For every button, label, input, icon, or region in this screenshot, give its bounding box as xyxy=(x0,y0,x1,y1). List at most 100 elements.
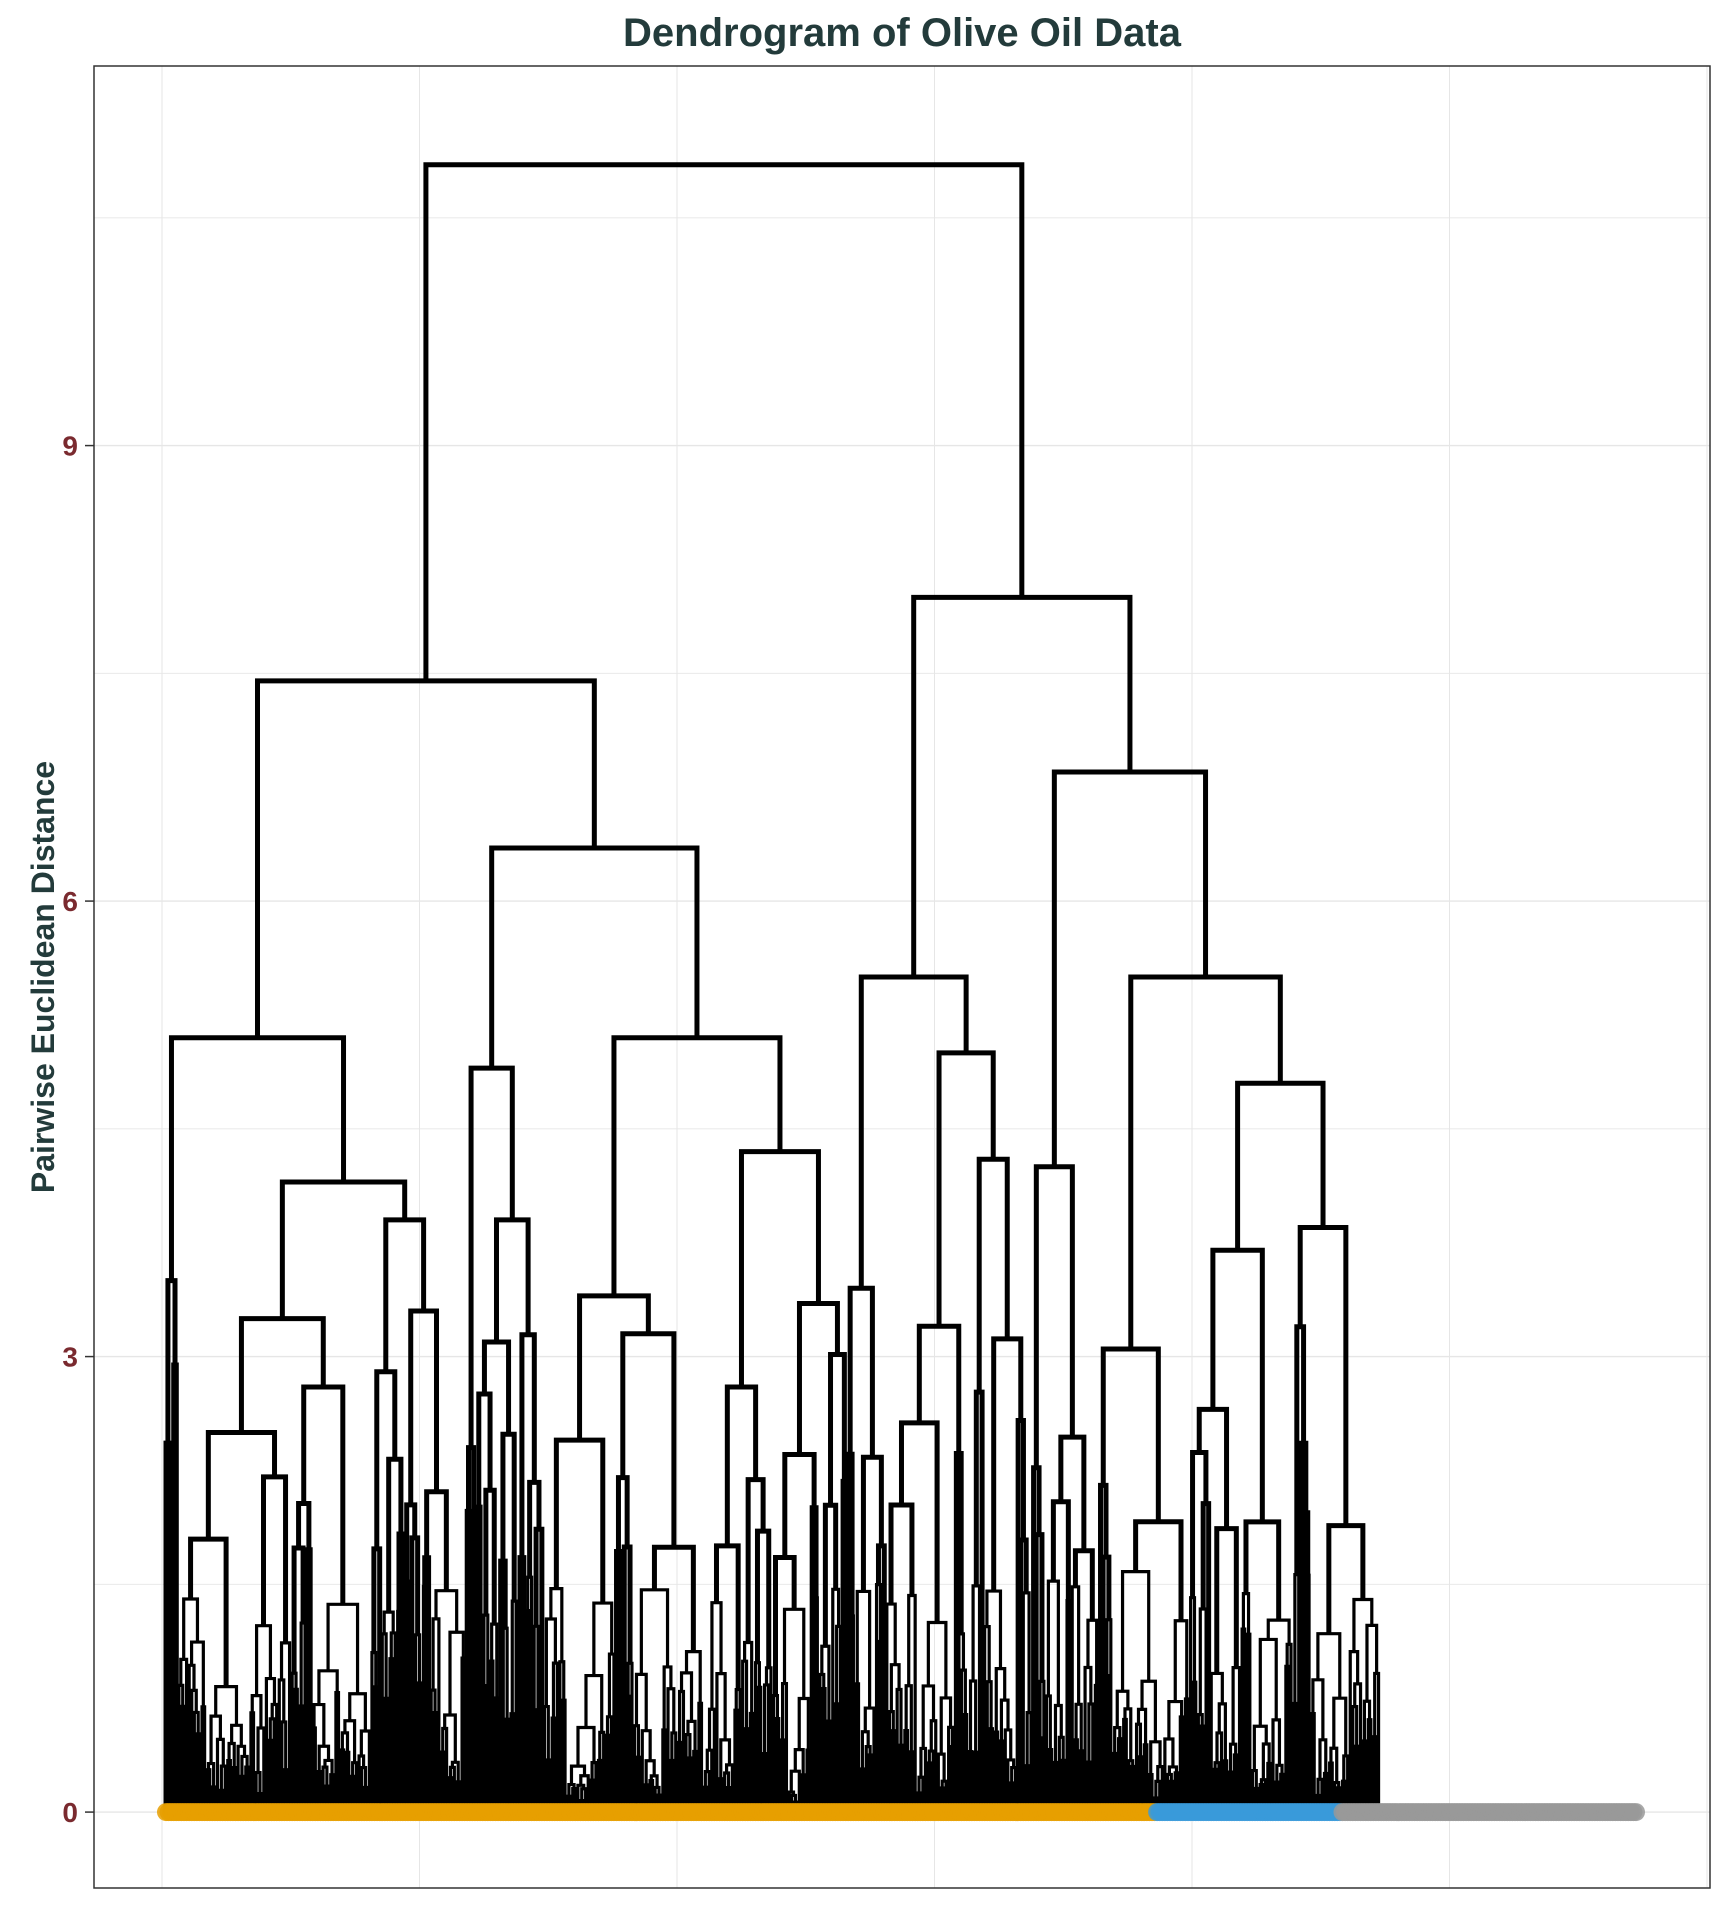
dendrogram-branch xyxy=(1199,1724,1206,1813)
dendrogram-branch xyxy=(422,1555,432,1813)
dendrogram-branch xyxy=(569,1764,587,1785)
dendrogram-branch xyxy=(1006,1758,1016,1813)
dendrogram-branch xyxy=(1342,1754,1350,1813)
dendrogram-branch xyxy=(774,1716,781,1813)
dendrogram-branch xyxy=(416,1681,423,1813)
dendrogram-branch xyxy=(887,1710,895,1813)
dendrogram-branch xyxy=(971,1584,982,1813)
dendrogram-branch xyxy=(177,1683,185,1813)
dendrogram-branch xyxy=(340,1731,350,1753)
dendrogram-branch xyxy=(927,1749,935,1813)
dendrogram-branch xyxy=(524,1609,531,1813)
leaf-point xyxy=(1627,1803,1645,1822)
dendrogram-branch xyxy=(1326,1523,1366,1634)
dendrogram-branch xyxy=(670,1731,678,1813)
dendrogram-branch xyxy=(239,1774,245,1813)
dendrogram-branch xyxy=(813,1596,819,1813)
dendrogram-branch xyxy=(936,1050,996,1327)
dendrogram-branch xyxy=(1373,1671,1381,1813)
dendrogram-branch xyxy=(476,1391,493,1508)
y-tick-label: 6 xyxy=(62,886,78,917)
dendrogram-branch xyxy=(517,1613,523,1813)
dendrogram-branch xyxy=(1191,1680,1198,1813)
dendrogram-branch xyxy=(991,1336,1024,1592)
dendrogram-branch xyxy=(666,1687,676,1813)
dendrogram-branch xyxy=(607,1652,616,1813)
tree-layer xyxy=(163,162,1381,1813)
dendrogram-branch xyxy=(339,1748,346,1813)
dendrogram-branch xyxy=(908,1750,915,1813)
dendrogram-branch xyxy=(1078,1749,1085,1813)
axis-layer: 0 3 6 9 xyxy=(62,431,94,1828)
y-tick-label: 0 xyxy=(62,1797,78,1828)
dendrogram-branch xyxy=(676,1740,683,1813)
dendrogram-branch xyxy=(549,1587,564,1662)
dendrogram-branch xyxy=(1209,1671,1224,1813)
dendrogram-branch xyxy=(968,1679,978,1753)
dendrogram-branch xyxy=(576,1783,586,1813)
dendrogram-branch xyxy=(447,1776,454,1813)
dendrogram-branch xyxy=(789,1769,801,1813)
dendrogram-branch xyxy=(662,1665,673,1730)
dendrogram-branch xyxy=(519,1332,537,1558)
dendrogram-branch xyxy=(1018,1537,1029,1813)
dendrogram-branch xyxy=(470,1588,477,1813)
dendrogram-branch xyxy=(481,1339,512,1435)
dendrogram-branch xyxy=(782,1607,806,1699)
dendrogram-branch xyxy=(1213,1761,1221,1813)
dendrogram-branch xyxy=(1142,1743,1149,1813)
dendrogram-branch xyxy=(589,1778,595,1813)
dendrogram-branch xyxy=(1147,1773,1154,1813)
dendrogram-branch xyxy=(254,1770,262,1813)
dendrogram-branch xyxy=(764,1666,773,1813)
dendrogram-branch xyxy=(1311,1678,1325,1740)
dendrogram-branch xyxy=(1222,1759,1229,1813)
dendrogram-branch xyxy=(182,1597,200,1660)
dendrogram-branch xyxy=(1366,1718,1373,1813)
dendrogram-branch xyxy=(787,1790,796,1813)
dendrogram-branch xyxy=(1301,1510,1311,1813)
dendrogram-branch xyxy=(1031,1465,1042,1813)
dendrogram-branch xyxy=(605,1715,613,1813)
dendrogram-branch xyxy=(772,1555,797,1696)
dendrogram-branch xyxy=(1115,1689,1130,1728)
dendrogram-branch xyxy=(504,1717,510,1813)
dendrogram-branch xyxy=(1228,1742,1238,1773)
dendrogram-branch xyxy=(1284,1664,1291,1813)
dendrogram-branch xyxy=(890,1729,897,1813)
dendrogram-branch xyxy=(372,1685,379,1813)
dendrogram-branch xyxy=(374,1369,398,1549)
dendrogram-branch xyxy=(686,1719,697,1752)
dendrogram-branch xyxy=(826,1719,832,1813)
dendrogram-branch xyxy=(290,1671,298,1813)
dendrogram-branch xyxy=(296,1501,312,1550)
dendrogram-branch xyxy=(1231,1666,1242,1813)
dendrogram-branch xyxy=(644,1759,656,1785)
dendrogram-branch xyxy=(460,1656,467,1813)
dendrogram-branch xyxy=(535,1708,541,1813)
dendrogram-branch xyxy=(371,1546,383,1813)
dendrogram-branch xyxy=(1037,1736,1043,1813)
dendrogram-branch xyxy=(1371,1735,1378,1813)
dendrogram-branch xyxy=(1340,1779,1347,1813)
dendrogram-branch xyxy=(840,1478,849,1813)
dendrogram-branch xyxy=(316,1770,323,1813)
dendrogram-branch xyxy=(1261,1742,1271,1780)
dendrogram-branch xyxy=(179,1657,189,1813)
dendrogram-branch xyxy=(533,1526,545,1813)
dendrogram-branch xyxy=(822,1502,839,1647)
dendrogram-branch xyxy=(489,845,700,1069)
dendrogram-branch xyxy=(1047,1747,1054,1813)
dendrogram-branch xyxy=(877,1639,884,1813)
dendrogram-branch xyxy=(1322,1771,1329,1813)
dendrogram-branch xyxy=(576,1725,596,1767)
dendrogram-branch xyxy=(360,1766,368,1813)
dendrogram-branch xyxy=(715,1672,727,1813)
dendrogram-branch xyxy=(957,1632,966,1813)
dendrogram-branch xyxy=(936,1752,946,1813)
dendrogram-branch xyxy=(1167,1765,1179,1775)
dendrogram-branch xyxy=(348,1692,367,1732)
dendrogram-branch xyxy=(166,1479,174,1813)
